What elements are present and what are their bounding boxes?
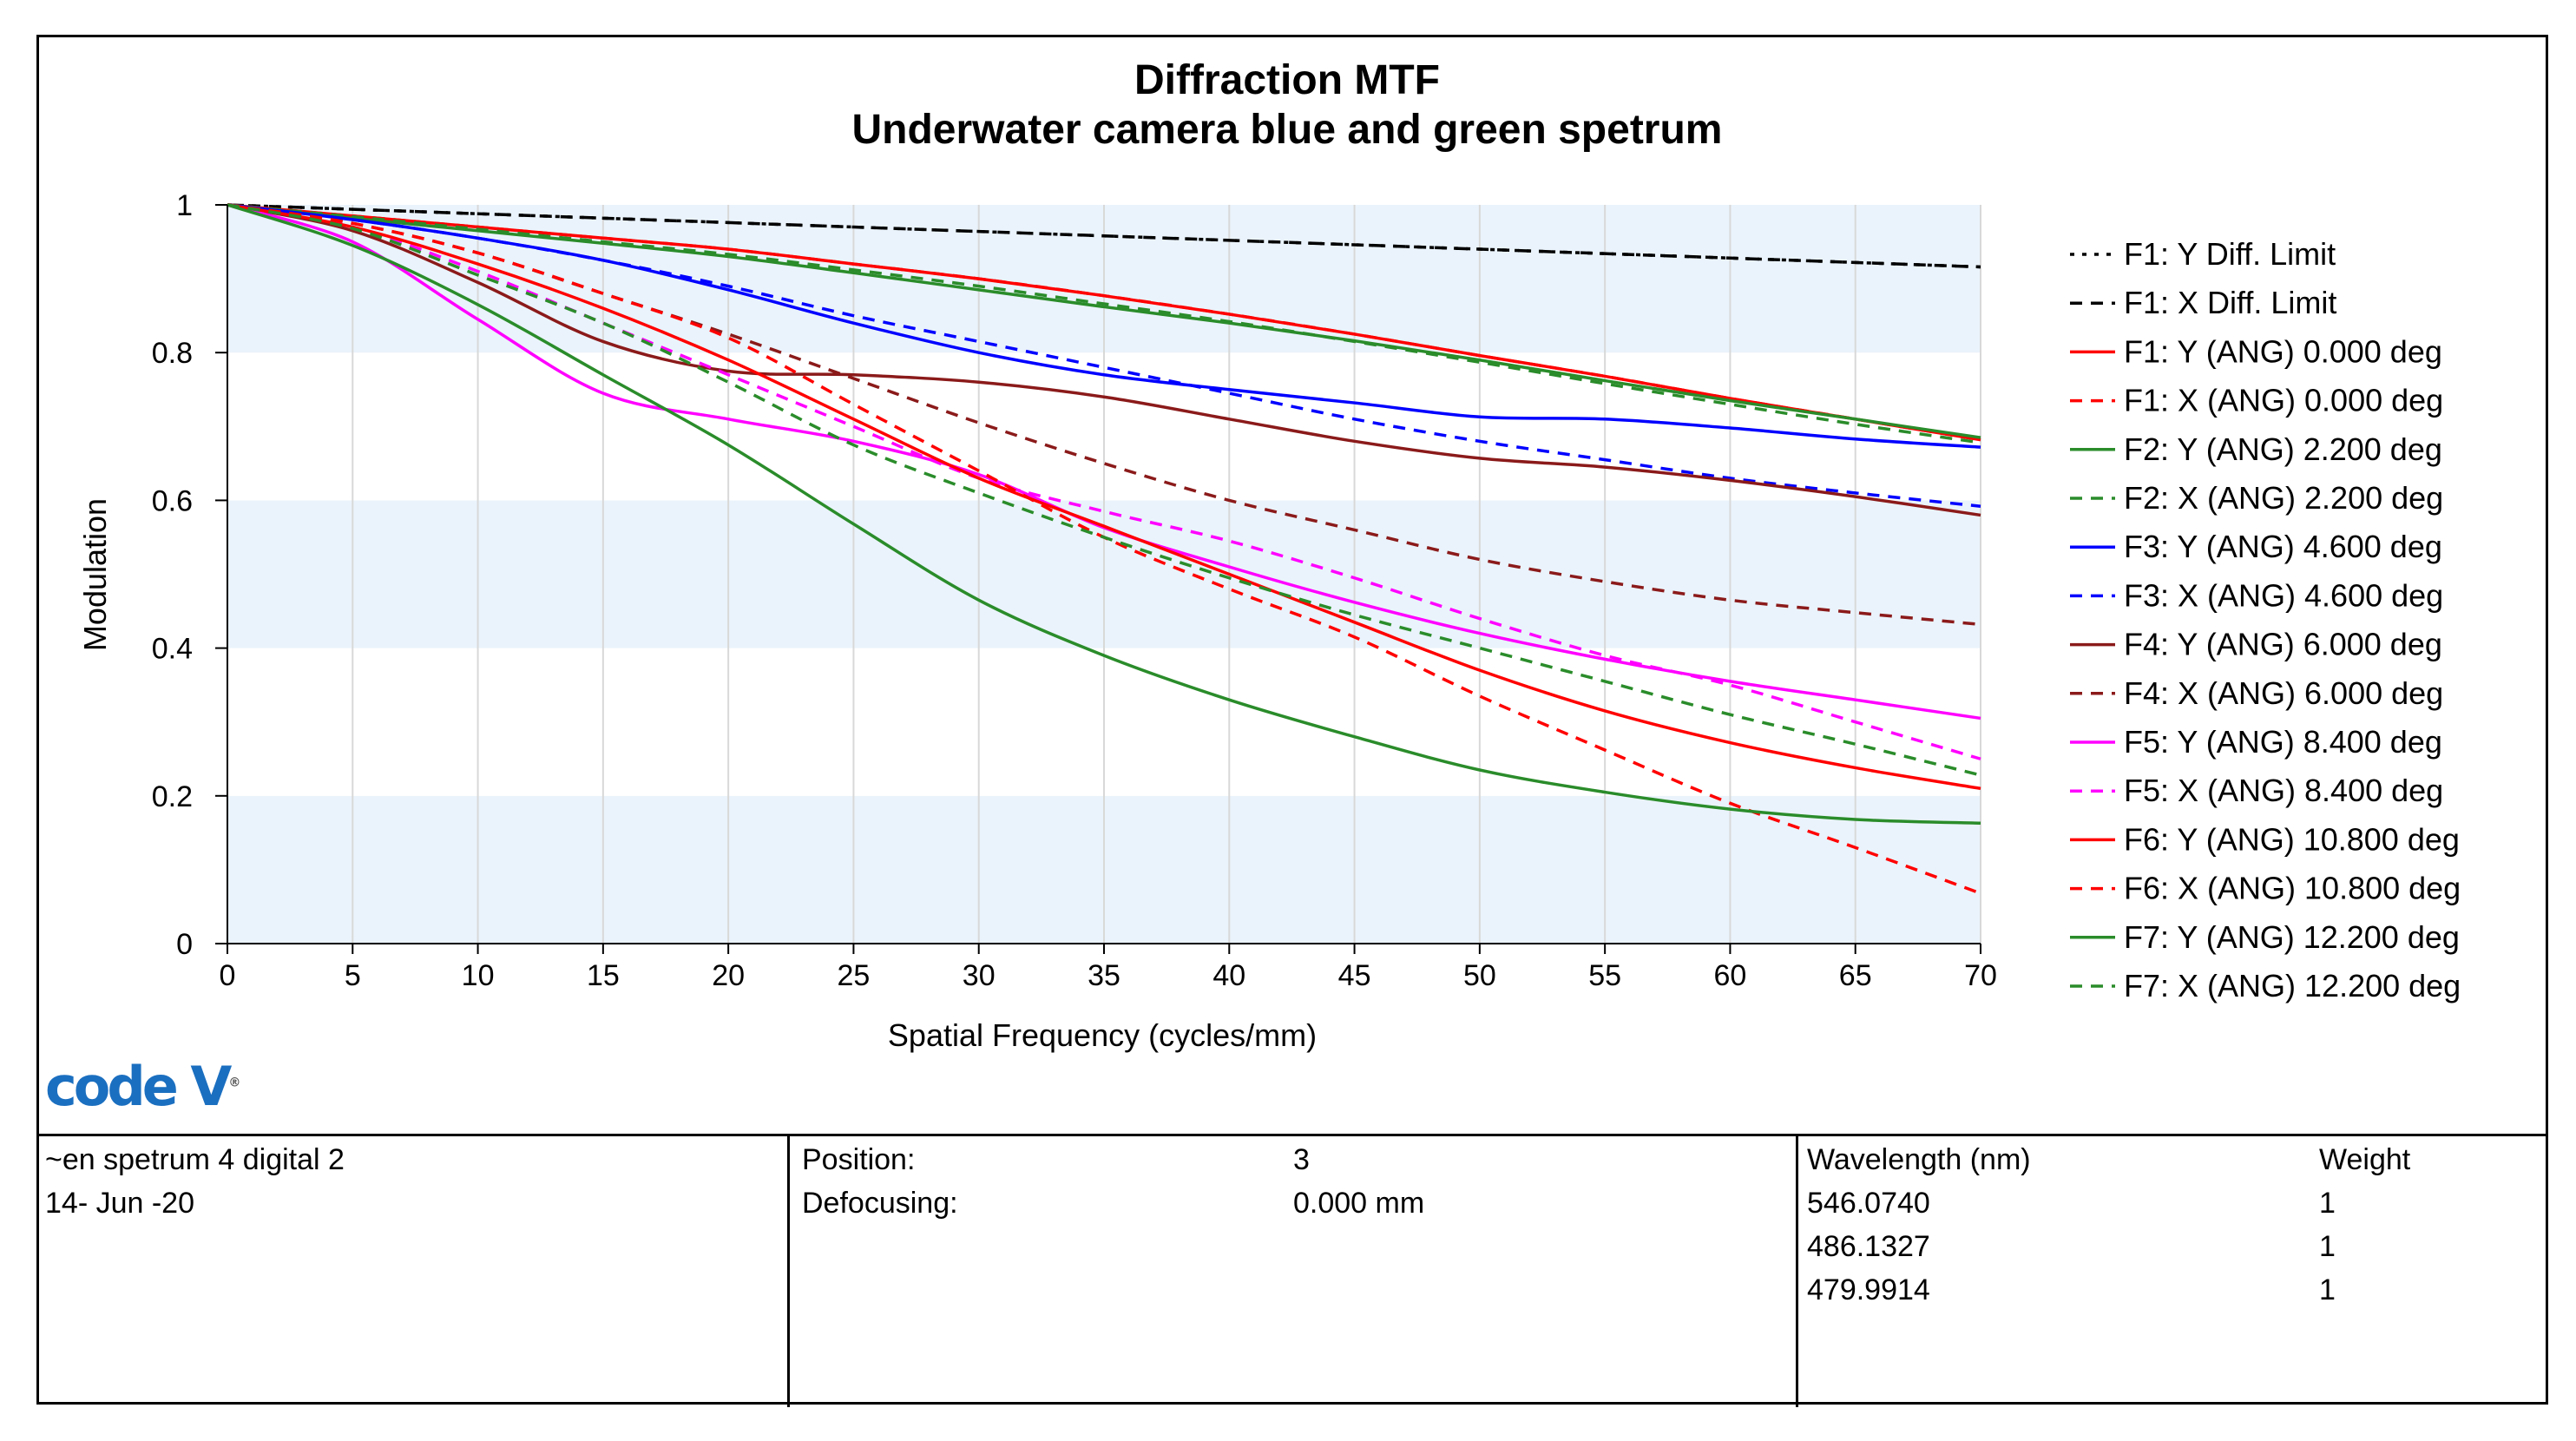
legend-entry-label: F2: Y (ANG) 2.200 deg bbox=[2124, 431, 2442, 467]
info-wavelength-column: Wavelength (nm) Weight 546.0740 1 486.13… bbox=[1798, 1136, 2548, 1407]
series-line-2 bbox=[227, 203, 1981, 269]
info-position-column: Position: 3 Defocusing: 0.000 mm bbox=[790, 1136, 1798, 1407]
series-line-8 bbox=[227, 203, 1981, 508]
x-tick-label: 70 bbox=[1964, 959, 1997, 992]
lens-name: ~en spetrum 4 digital 2 bbox=[45, 1143, 345, 1176]
x-tick-label: 50 bbox=[1463, 959, 1496, 992]
defocus-row: Defocusing: 0.000 mm bbox=[790, 1181, 1796, 1225]
legend-entry-label: F4: Y (ANG) 6.000 deg bbox=[2124, 627, 2442, 662]
x-tick-label: 0 bbox=[220, 959, 236, 992]
legend-entry-label: F1: Y (ANG) 0.000 deg bbox=[2124, 333, 2442, 369]
legend-entry-label: F4: X (ANG) 6.000 deg bbox=[2124, 675, 2443, 711]
position-label: Position: bbox=[802, 1143, 916, 1176]
legend-entry-label: F2: X (ANG) 2.200 deg bbox=[2124, 480, 2443, 516]
x-tick-label: 20 bbox=[712, 959, 745, 992]
defocus-label: Defocusing: bbox=[802, 1187, 958, 1220]
wavelength-row: 546.0740 1 bbox=[1798, 1181, 2548, 1225]
series-line-5 bbox=[227, 203, 1981, 439]
legend-entry-label: F5: Y (ANG) 8.400 deg bbox=[2124, 724, 2442, 760]
defocus-value: 0.000 mm bbox=[1293, 1187, 1425, 1220]
legend-entry-label: F1: Y Diff. Limit bbox=[2124, 236, 2336, 272]
weight-value: 1 bbox=[2319, 1273, 2336, 1306]
axes bbox=[215, 204, 1981, 954]
codev-logo: code V® bbox=[45, 1055, 241, 1118]
x-tick-label: 25 bbox=[838, 959, 871, 992]
x-tick-label: 55 bbox=[1588, 959, 1621, 992]
series-line-15 bbox=[227, 203, 1981, 826]
mtf-chart: 0 5 10 15 20 25 30 35 40 45 50 55 60 65 70 0 0.2 0.4 0.6 0.… bbox=[77, 57, 2461, 1053]
y-tick-label: 1 bbox=[176, 189, 193, 222]
info-table: ~en spetrum 4 digital 2 14- Jun -20 Posi… bbox=[36, 1134, 2548, 1407]
x-tick-label: 35 bbox=[1088, 959, 1120, 992]
wavelength-header: Wavelength (nm) bbox=[1807, 1143, 2031, 1176]
x-tick-label: 40 bbox=[1212, 959, 1245, 992]
tick-labels: 0 5 10 15 20 25 30 35 40 45 50 55 60 65 70 0 0.2 0.4 0.6 0.… bbox=[152, 189, 1997, 992]
series-line-13 bbox=[227, 203, 1981, 791]
wavelength-value: 486.1327 bbox=[1807, 1230, 1930, 1263]
y-tick-label: 0 bbox=[176, 928, 193, 961]
legend-entry-label: F5: X (ANG) 8.400 deg bbox=[2124, 773, 2443, 808]
x-tick-label: 65 bbox=[1839, 959, 1872, 992]
series-line-12 bbox=[227, 203, 1981, 760]
y-tick-label: 0.2 bbox=[152, 780, 193, 813]
legend-entry-label: F6: Y (ANG) 10.800 deg bbox=[2124, 821, 2460, 857]
y-tick-label: 0.8 bbox=[152, 337, 193, 370]
y-tick-label: 0.4 bbox=[152, 633, 193, 666]
weight-value: 1 bbox=[2319, 1187, 2336, 1220]
logo-text: code V bbox=[45, 1055, 232, 1118]
wavelength-value: 479.9914 bbox=[1807, 1273, 1930, 1306]
x-tick-label: 45 bbox=[1338, 959, 1371, 992]
x-axis-label: Spatial Frequency (cycles/mm) bbox=[888, 1017, 1317, 1053]
series-line-16 bbox=[227, 203, 1981, 777]
chart-title: Diffraction MTF bbox=[1134, 57, 1440, 103]
chart-frame bbox=[36, 35, 2548, 1405]
x-tick-label: 30 bbox=[963, 959, 996, 992]
position-value: 3 bbox=[1293, 1143, 1310, 1176]
weight-header: Weight bbox=[2319, 1143, 2411, 1176]
analysis-date: 14- Jun -20 bbox=[45, 1187, 194, 1220]
legend-entry-label: F3: X (ANG) 4.600 deg bbox=[2124, 577, 2443, 613]
series-line-4 bbox=[227, 203, 1981, 442]
weight-value: 1 bbox=[2319, 1230, 2336, 1263]
legend-entry-label: F1: X Diff. Limit bbox=[2124, 285, 2336, 320]
x-tick-label: 60 bbox=[1714, 959, 1747, 992]
legend-entry-label: F1: X (ANG) 0.000 deg bbox=[2124, 383, 2443, 418]
position-row: Position: 3 bbox=[790, 1138, 1796, 1181]
info-lens-column: ~en spetrum 4 digital 2 14- Jun -20 bbox=[36, 1136, 790, 1407]
x-tick-label: 10 bbox=[462, 959, 495, 992]
legend-entry-label: F7: Y (ANG) 12.200 deg bbox=[2124, 919, 2460, 955]
legend: F1: Y Diff. Limit F1: X Diff. Limit F1: Y … bbox=[2070, 236, 2461, 1003]
x-tick-label: 15 bbox=[587, 959, 620, 992]
legend-entry-label: F7: X (ANG) 12.200 deg bbox=[2124, 968, 2461, 1003]
wavelength-value: 546.0740 bbox=[1807, 1187, 1930, 1220]
x-tick-label: 5 bbox=[345, 959, 361, 992]
wavelength-header-row: Wavelength (nm) Weight bbox=[1798, 1138, 2548, 1181]
series-line-9 bbox=[227, 203, 1981, 517]
wavelength-row: 486.1327 1 bbox=[1798, 1225, 2548, 1268]
series-lines bbox=[227, 203, 1981, 895]
y-axis-label: Modulation bbox=[77, 498, 113, 651]
y-tick-label: 0.6 bbox=[152, 484, 193, 517]
legend-entry-label: F3: Y (ANG) 4.600 deg bbox=[2124, 529, 2442, 564]
legend-entry-label: F6: X (ANG) 10.800 deg bbox=[2124, 871, 2461, 906]
wavelength-row: 479.9914 1 bbox=[1798, 1268, 2548, 1312]
series-line-6 bbox=[227, 203, 1981, 444]
chart-subtitle: Underwater camera blue and green spetrum bbox=[852, 107, 1723, 153]
